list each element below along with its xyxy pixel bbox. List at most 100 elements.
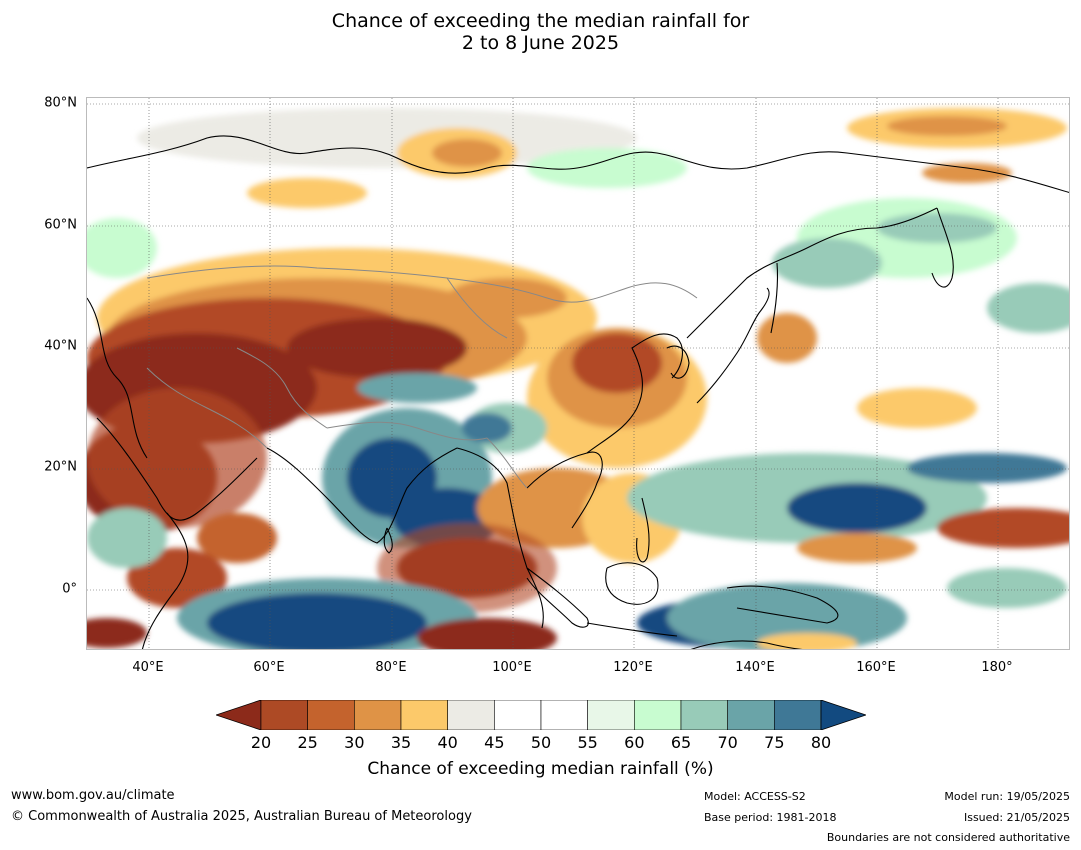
- field-brown-china: [572, 333, 662, 393]
- coast-korea: [666, 345, 690, 379]
- lon-label-120e: 120°E: [613, 660, 653, 675]
- coast-europe-casp: [87, 297, 148, 459]
- colorbar-tick-50: 50: [530, 733, 552, 752]
- field-blue-bangladesh: [462, 413, 512, 443]
- model-run-text: Model run: 19/05/2025: [944, 790, 1070, 803]
- issued-text: Issued: 21/05/2025: [963, 811, 1070, 824]
- coast-australia-n: [690, 640, 803, 649]
- coast-japan: [696, 287, 770, 404]
- map-svg: [87, 98, 1069, 649]
- lat-label-60n: 60°N: [44, 217, 77, 233]
- coast-china: [586, 333, 683, 454]
- lat-label-20n: 20°N: [44, 459, 77, 475]
- coast-sumatra: [526, 567, 589, 628]
- colorbar-tick-45: 45: [484, 733, 505, 752]
- colorbar-box-65-70: [680, 700, 728, 730]
- coast-africa: [141, 512, 189, 649]
- lon-label-80e: 80°E: [375, 660, 407, 675]
- field-teal-himalaya: [357, 373, 477, 403]
- field-brown-pacific-e: [937, 508, 1069, 548]
- coast-arctic: [87, 135, 1069, 193]
- coast-borneo: [605, 562, 659, 605]
- field-green-okhotsk: [772, 238, 882, 288]
- coast-russia-east: [686, 207, 938, 339]
- country-borders: [146, 265, 698, 489]
- colorbar-label: Chance of exceeding median rainfall (%): [367, 759, 714, 779]
- coast-india: [266, 447, 458, 544]
- coast-java: [586, 622, 678, 637]
- colorbar-box-50-55: [540, 700, 588, 730]
- coast-indochina: [526, 451, 603, 529]
- field-orange-east-arctic: [887, 116, 1007, 136]
- lon-label-160e: 160°E: [856, 660, 896, 675]
- field-orange-somalia: [127, 548, 227, 608]
- field-yellow-pacific-s: [757, 633, 857, 649]
- lon-label-140e: 140°E: [735, 660, 775, 675]
- colorbar-tick-75: 75: [764, 733, 785, 752]
- field-orange-japan: [757, 313, 817, 363]
- field-brown-sw: [87, 618, 147, 648]
- title-line-2: 2 to 8 June 2025: [461, 32, 620, 54]
- colorbar-tick-55: 55: [577, 733, 598, 752]
- coastlines: [87, 135, 1069, 649]
- coast-sakhalin: [770, 262, 779, 334]
- field-orange-pacific-s: [797, 533, 917, 563]
- lon-label-180: 180°: [981, 660, 1013, 675]
- colorbar-box-60-65: [634, 700, 682, 730]
- website-link[interactable]: www.bom.gov.au/climate: [11, 788, 175, 803]
- coast-newguinea: [726, 585, 839, 624]
- rainfall-map: [86, 97, 1070, 650]
- colorbar-tick-25: 25: [297, 733, 318, 752]
- field-seagreen-eastsib: [877, 213, 997, 243]
- colorbar-tick-80: 80: [810, 733, 832, 752]
- colorbar-extend-high: [820, 700, 866, 730]
- field-green-ne: [987, 283, 1069, 333]
- colorbar-tick-65: 65: [670, 733, 692, 752]
- field-orange-siberia-n: [432, 139, 502, 167]
- colorbar-tick-30: 30: [344, 733, 365, 752]
- colorbar-box-25-30: [307, 700, 355, 730]
- colorbar-tick-60: 60: [624, 733, 645, 752]
- field-green-central-siberia: [527, 148, 687, 188]
- base-period-text: Base period: 1981-2018: [704, 811, 837, 824]
- field-blue-pacific-e: [907, 453, 1067, 483]
- field-yellow-pacific-n: [857, 388, 977, 428]
- model-text: Model: ACCESS-S2: [704, 790, 806, 803]
- coast-srilanka: [383, 527, 393, 554]
- field-teal-pacific-se: [947, 568, 1067, 608]
- field-blue-south-io: [207, 593, 427, 649]
- copyright-text: © Commonwealth of Australia 2025, Austra…: [11, 809, 472, 824]
- colorbar-tick-40: 40: [437, 733, 458, 752]
- lat-label-40n: 40°N: [44, 338, 77, 354]
- field-orange-africa-e: [197, 513, 277, 563]
- lat-label-0: 0°: [62, 581, 77, 597]
- lon-label-100e: 100°E: [492, 660, 532, 675]
- colorbar-tick-35: 35: [390, 733, 412, 752]
- title-line-1: Chance of exceeding the median rainfall …: [331, 10, 750, 32]
- colorbar-box-55-60: [587, 700, 635, 730]
- colorbar-box-45-50: [494, 700, 542, 730]
- lon-label-60e: 60°E: [253, 660, 285, 675]
- colorbar-ticks: 20 25 30 35 40 45 50 55 60 65 70 75 80: [0, 733, 1081, 753]
- colorbar-tick-20: 20: [250, 733, 272, 752]
- coast-arabia: [96, 417, 258, 521]
- field-yellow-nw: [247, 178, 367, 208]
- field-brown-south-io2: [417, 618, 557, 649]
- field-darkbrown-tibet-n: [287, 318, 467, 378]
- field-brown-arabia: [87, 388, 267, 528]
- coast-bay-bengal: [456, 447, 544, 629]
- colorbar-box-30-35: [354, 700, 402, 730]
- graticule: [87, 98, 1069, 649]
- colorbar-tick-70: 70: [717, 733, 738, 752]
- field-blue-pacific: [787, 483, 927, 533]
- colorbar-extend-low: [216, 700, 262, 730]
- colorbar-box-20-25: [260, 700, 308, 730]
- coast-kamchatka: [931, 207, 954, 288]
- boundaries-note: Boundaries are not considered authoritat…: [826, 831, 1070, 844]
- colorbar-box-35-40: [400, 700, 448, 730]
- field-orange-chukotka: [922, 163, 1012, 183]
- lat-label-80n: 80°N: [44, 95, 77, 111]
- colorbar-box-75-80: [774, 700, 822, 730]
- field-orange-mongolia: [447, 278, 567, 318]
- rainfall-fields: [87, 108, 1069, 649]
